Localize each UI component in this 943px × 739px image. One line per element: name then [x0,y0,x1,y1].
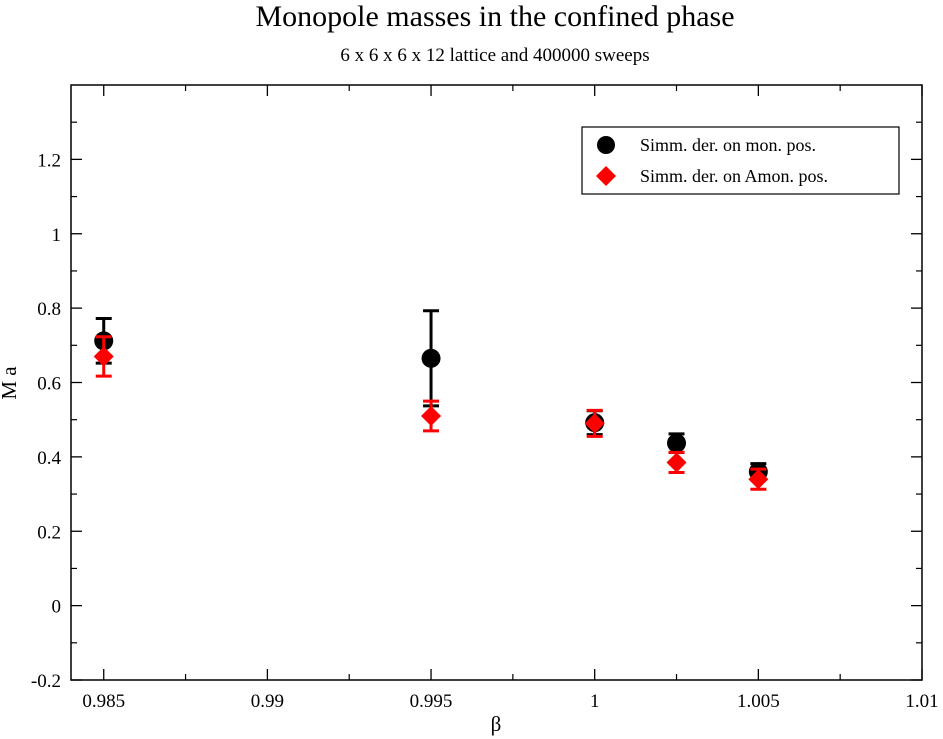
y-tick-label: 0.4 [37,448,61,469]
x-axis-label: β [491,712,502,736]
legend-marker-circle [597,136,615,154]
data-marks [93,309,769,491]
y-tick-label: 0 [52,597,62,618]
y-tick-label: 1.2 [37,150,61,171]
legend-box [581,126,900,195]
y-tick-label: 0.8 [37,299,61,320]
chart-title: Monopole masses in the confined phase [255,0,734,33]
x-tick-label: 0.99 [251,691,284,712]
x-tick-label: 1.01 [905,691,938,712]
data-point-diamond [748,469,769,490]
legend: Simm. der. on mon. pos. Simm. der. on Am… [581,126,900,195]
data-point-diamond [93,346,114,367]
data-point-circle [667,433,687,453]
x-tick-label: 1.005 [737,691,780,712]
y-axis-label: M a [0,366,21,400]
data-point-diamond [666,452,687,473]
legend-label-amon: Simm. der. on Amon. pos. [640,166,828,186]
y-tick-label: 0.2 [37,522,61,543]
legend-label-mon: Simm. der. on mon. pos. [640,135,816,155]
data-point-diamond [584,413,605,434]
y-tick-label: 1 [52,225,62,246]
x-tick-label: 1 [590,691,600,712]
y-tick-label: 0.6 [37,374,61,395]
chart-subtitle: 6 x 6 x 6 x 12 lattice and 400000 sweeps [340,45,649,66]
data-point-circle [421,348,441,368]
legend-marker-diamond [596,166,616,186]
x-tick-label: 0.995 [410,691,453,712]
axis-ticks: 0.985 0.99 0.995 1 1.005 1.01 -0.2 0 0.2 0.4 0.6 0.… [31,85,939,712]
y-tick-label: -0.2 [31,671,61,692]
x-tick-label: 0.985 [82,691,125,712]
data-point-diamond [421,405,442,426]
